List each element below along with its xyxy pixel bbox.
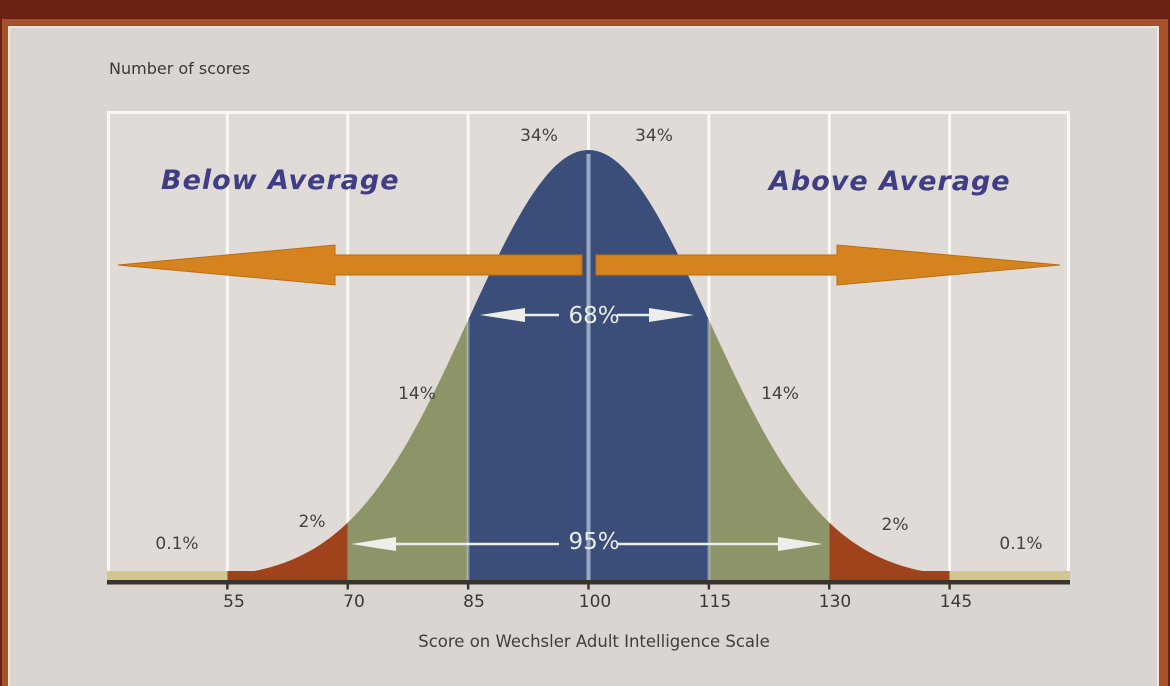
below-average-label: Below Average bbox=[161, 165, 400, 196]
interval-68-label: 68% bbox=[568, 303, 620, 329]
region-percent-label: 2% bbox=[298, 512, 326, 532]
plot-area bbox=[107, 111, 1070, 591]
interval-95-label: 95% bbox=[568, 529, 620, 555]
x-axis-label: Score on Wechsler Adult Intelligence Sca… bbox=[418, 632, 770, 651]
x-tick-100: 100 bbox=[578, 592, 612, 612]
above-average-label: Above Average bbox=[769, 166, 1011, 197]
x-tick-130: 130 bbox=[818, 592, 852, 612]
region-percent-label: 34% bbox=[635, 126, 673, 146]
distribution-curve bbox=[107, 111, 1070, 590]
region-percent-label: 34% bbox=[520, 126, 558, 146]
region-percent-label: 0.1% bbox=[999, 534, 1043, 554]
x-tick-55: 55 bbox=[223, 592, 245, 612]
region-percent-label: 0.1% bbox=[155, 534, 199, 554]
x-tick-115: 115 bbox=[698, 592, 732, 612]
x-tick-70: 70 bbox=[343, 592, 365, 612]
region-percent-label: 14% bbox=[398, 384, 436, 404]
region-percent-label: 14% bbox=[761, 384, 799, 404]
x-tick-145: 145 bbox=[939, 592, 973, 612]
chart-panel: Number of scores 0.1% 2% 14% 34% 34% 14%… bbox=[2, 19, 1168, 686]
y-axis-label: Number of scores bbox=[109, 59, 251, 78]
x-tick-85: 85 bbox=[463, 592, 485, 612]
region-percent-label: 2% bbox=[881, 515, 909, 535]
